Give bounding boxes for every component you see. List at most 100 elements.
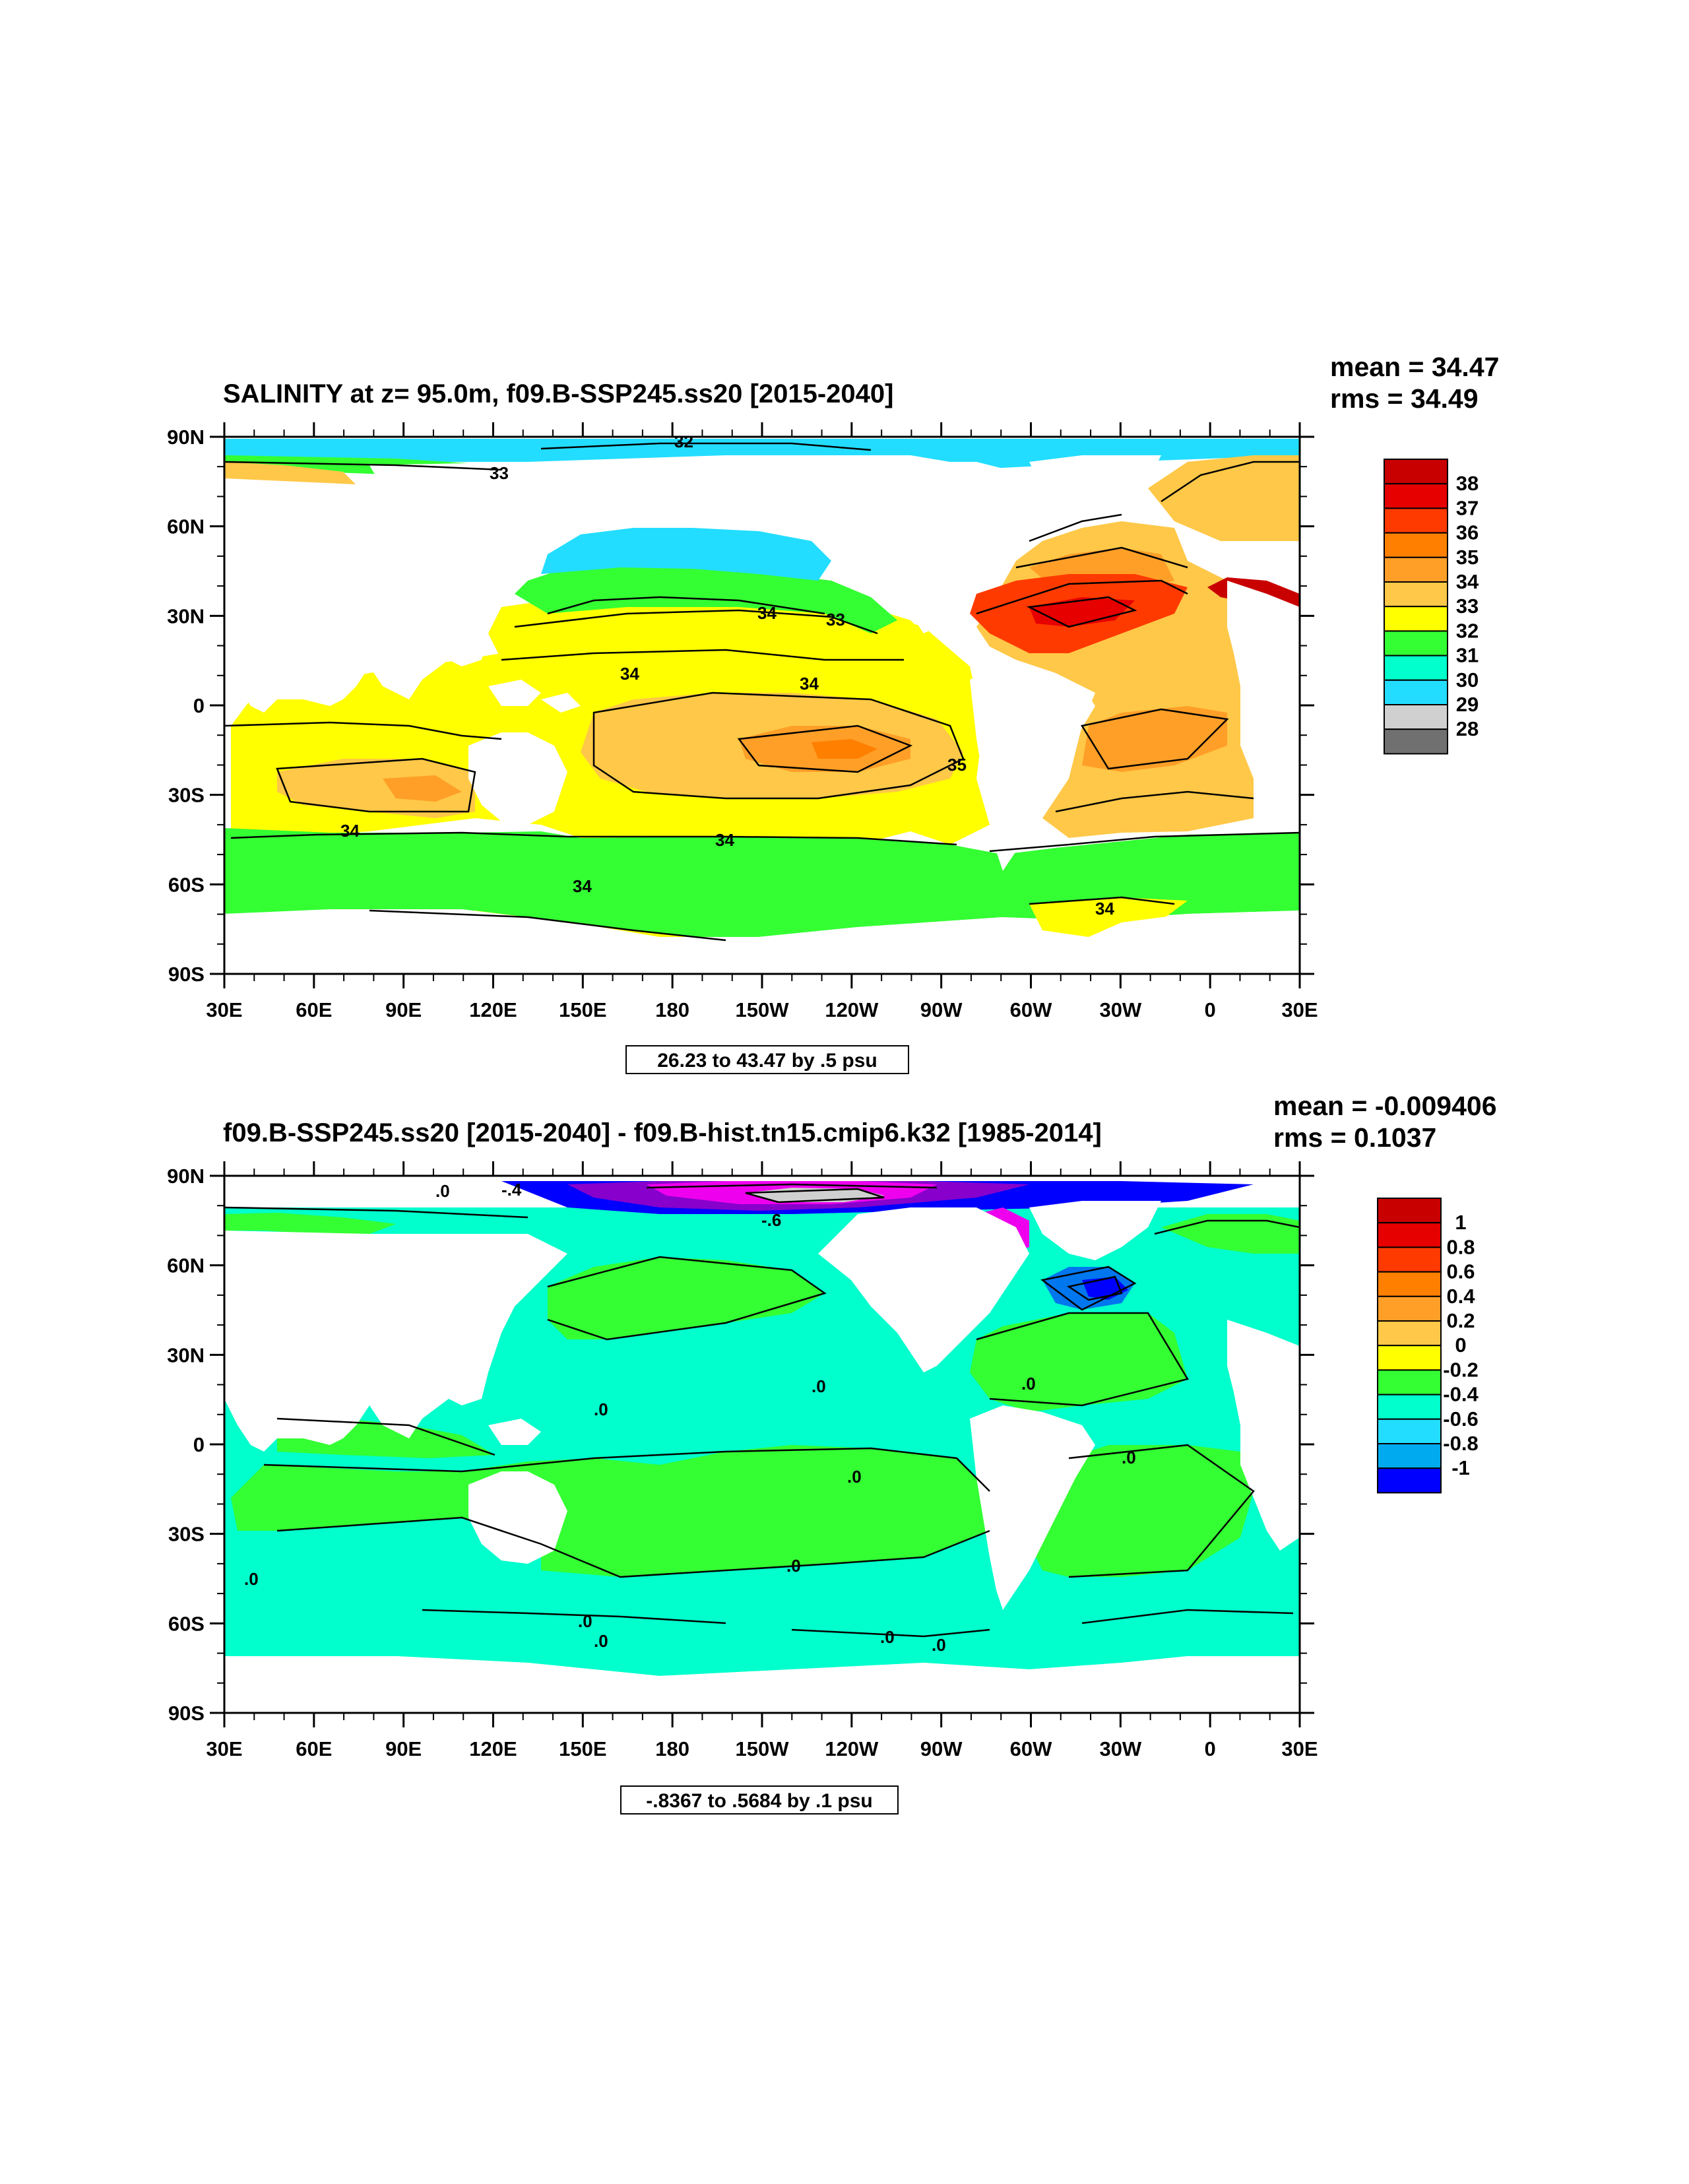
lon-label: 30W bbox=[1099, 998, 1141, 1021]
lon-label: 90E bbox=[385, 998, 422, 1021]
lon-label: 0 bbox=[1205, 1737, 1216, 1760]
lon-label: 150W bbox=[736, 998, 790, 1021]
colorbar-label: 0.4 bbox=[1446, 1285, 1475, 1308]
contour-label: .0 bbox=[244, 1569, 259, 1589]
colorbar-swatch bbox=[1377, 1246, 1442, 1273]
colorbar-label: -0.6 bbox=[1443, 1407, 1478, 1430]
colorbar-swatch bbox=[1377, 1222, 1442, 1248]
colorbar-label: 0.2 bbox=[1446, 1309, 1475, 1332]
map-anomaly: .0 .0 .0 .0 .0 .0 .0 .0 .0 .0 .0 .0 -.4 … bbox=[224, 1176, 1300, 1713]
salinity-indian-deep bbox=[383, 775, 462, 802]
colorbar-swatch bbox=[1377, 1467, 1442, 1494]
contour-label: .0 bbox=[578, 1611, 592, 1631]
lon-axis-labels: 30E 60E 90E 120E 150E 180 150W 120W 90W 60W 30W 0 30… bbox=[206, 998, 1318, 1021]
lon-label: 150W bbox=[736, 1737, 790, 1760]
contour-lines bbox=[224, 1183, 1300, 1638]
lon-label: 60W bbox=[1010, 1737, 1052, 1760]
colorbar-label: -0.2 bbox=[1443, 1358, 1478, 1381]
land-africa bbox=[1227, 581, 1300, 812]
colorbar-swatch bbox=[1377, 1418, 1442, 1445]
anomaly-green-south-atlantic bbox=[1029, 1445, 1254, 1577]
colorbar-label: -1 bbox=[1451, 1456, 1470, 1479]
colorbar-swatch bbox=[1384, 532, 1448, 558]
colorbar-label: 29 bbox=[1456, 693, 1479, 716]
colorbar-swatch bbox=[1377, 1443, 1442, 1469]
contour-label: 35 bbox=[947, 755, 967, 775]
lat-label: 90N bbox=[167, 426, 205, 449]
land-masses bbox=[224, 455, 1300, 974]
colorbar-swatch bbox=[1377, 1198, 1442, 1224]
contour-label: .0 bbox=[847, 1467, 862, 1487]
land-australia bbox=[468, 1471, 567, 1564]
axis-ticks bbox=[210, 422, 1314, 988]
colorbar-label: 1 bbox=[1455, 1211, 1466, 1234]
colorbar-label: 30 bbox=[1456, 668, 1479, 691]
contour-label: 34 bbox=[573, 876, 592, 896]
land-south-america bbox=[970, 666, 1095, 871]
contour-label: .0 bbox=[880, 1627, 895, 1647]
land-north-asia bbox=[369, 462, 567, 515]
colorbar-label: 35 bbox=[1456, 546, 1479, 569]
colorbar-label: 36 bbox=[1456, 521, 1479, 544]
contour-label: 34 bbox=[800, 674, 819, 693]
contour-labels: .0 .0 .0 .0 .0 .0 .0 .0 .0 .0 .0 .0 -.4 … bbox=[244, 1180, 1136, 1655]
lon-label: 90E bbox=[385, 1737, 422, 1760]
lon-label: 30E bbox=[1281, 1737, 1318, 1760]
colorbar-swatch bbox=[1384, 679, 1448, 706]
lon-label: 90W bbox=[920, 998, 963, 1021]
colorbar-swatch bbox=[1377, 1394, 1442, 1420]
land-antarctica bbox=[224, 909, 1300, 974]
panel-salinity: SALINITY at z= 95.0m, f09.B-SSP245.ss20 … bbox=[167, 352, 1499, 1074]
colorbar-swatch bbox=[1377, 1320, 1442, 1347]
contour-label: -.4 bbox=[501, 1180, 522, 1200]
contour-label: .0 bbox=[435, 1181, 450, 1201]
land-north-america bbox=[818, 462, 1056, 633]
salinity-greenland-sea bbox=[1148, 455, 1300, 541]
colorbar-swatch bbox=[1384, 459, 1448, 485]
colorbar-label: 0 bbox=[1455, 1333, 1466, 1357]
salinity-cyan-north-pacific bbox=[541, 528, 831, 581]
map-salinity: 32 33 34 33 34 34 35 34 34 34 34 bbox=[224, 432, 1300, 974]
lat-label: 30S bbox=[168, 784, 205, 807]
contour-label: .0 bbox=[932, 1635, 946, 1655]
lat-label: 60S bbox=[168, 873, 205, 896]
lon-label: 0 bbox=[1205, 998, 1216, 1021]
lon-label: 90W bbox=[920, 1737, 963, 1760]
contour-lines bbox=[224, 442, 1300, 942]
range-box bbox=[620, 1785, 899, 1815]
contour-label: 32 bbox=[674, 432, 693, 451]
contour-label: 33 bbox=[490, 463, 509, 483]
lon-label: 120E bbox=[469, 1737, 517, 1760]
axis-ticks bbox=[210, 1161, 1314, 1727]
lat-label: 90S bbox=[168, 963, 205, 986]
land-maritime-continent bbox=[488, 680, 581, 713]
colorbar-swatch bbox=[1384, 728, 1448, 755]
colorbar-swatch bbox=[1384, 606, 1448, 632]
rms-text: rms = 0.1037 bbox=[1273, 1122, 1436, 1153]
contour-label: -.6 bbox=[761, 1210, 781, 1230]
lat-label: 90N bbox=[167, 1165, 205, 1188]
contour-labels: 32 33 34 33 34 34 35 34 34 34 34 bbox=[340, 432, 1114, 918]
lon-label: 60E bbox=[296, 1737, 332, 1760]
colorbar-swatch bbox=[1384, 655, 1448, 681]
colorbar-swatch bbox=[1384, 630, 1448, 657]
lat-label: 60S bbox=[168, 1612, 205, 1635]
colorbar-label: 37 bbox=[1456, 496, 1479, 519]
colorbar-swatch bbox=[1384, 483, 1448, 509]
lon-label: 150E bbox=[559, 998, 606, 1021]
panel-anomaly: f09.B-SSP245.ss20 [2015-2040] - f09.B-hi… bbox=[167, 1091, 1497, 1815]
anomaly-green-north-pacific bbox=[548, 1257, 825, 1339]
land-masses bbox=[224, 1201, 1300, 1713]
lon-label: 180 bbox=[655, 1737, 689, 1760]
range-text: 26.23 to 43.47 by .5 psu bbox=[657, 1050, 877, 1072]
land-africa-eurasia bbox=[224, 478, 567, 713]
lon-axis-labels: 30E 60E 90E 120E 150E 180 150W 120W 90W 60W 30W 0 30… bbox=[206, 1737, 1318, 1760]
colorbar-swatch bbox=[1384, 507, 1448, 534]
colorbar-swatch bbox=[1377, 1271, 1442, 1297]
colorbar-label: 38 bbox=[1456, 472, 1479, 495]
lat-label: 60N bbox=[167, 515, 205, 538]
range-box bbox=[625, 1045, 909, 1074]
lon-label: 30E bbox=[1281, 998, 1318, 1021]
land-africa bbox=[1227, 1320, 1300, 1551]
